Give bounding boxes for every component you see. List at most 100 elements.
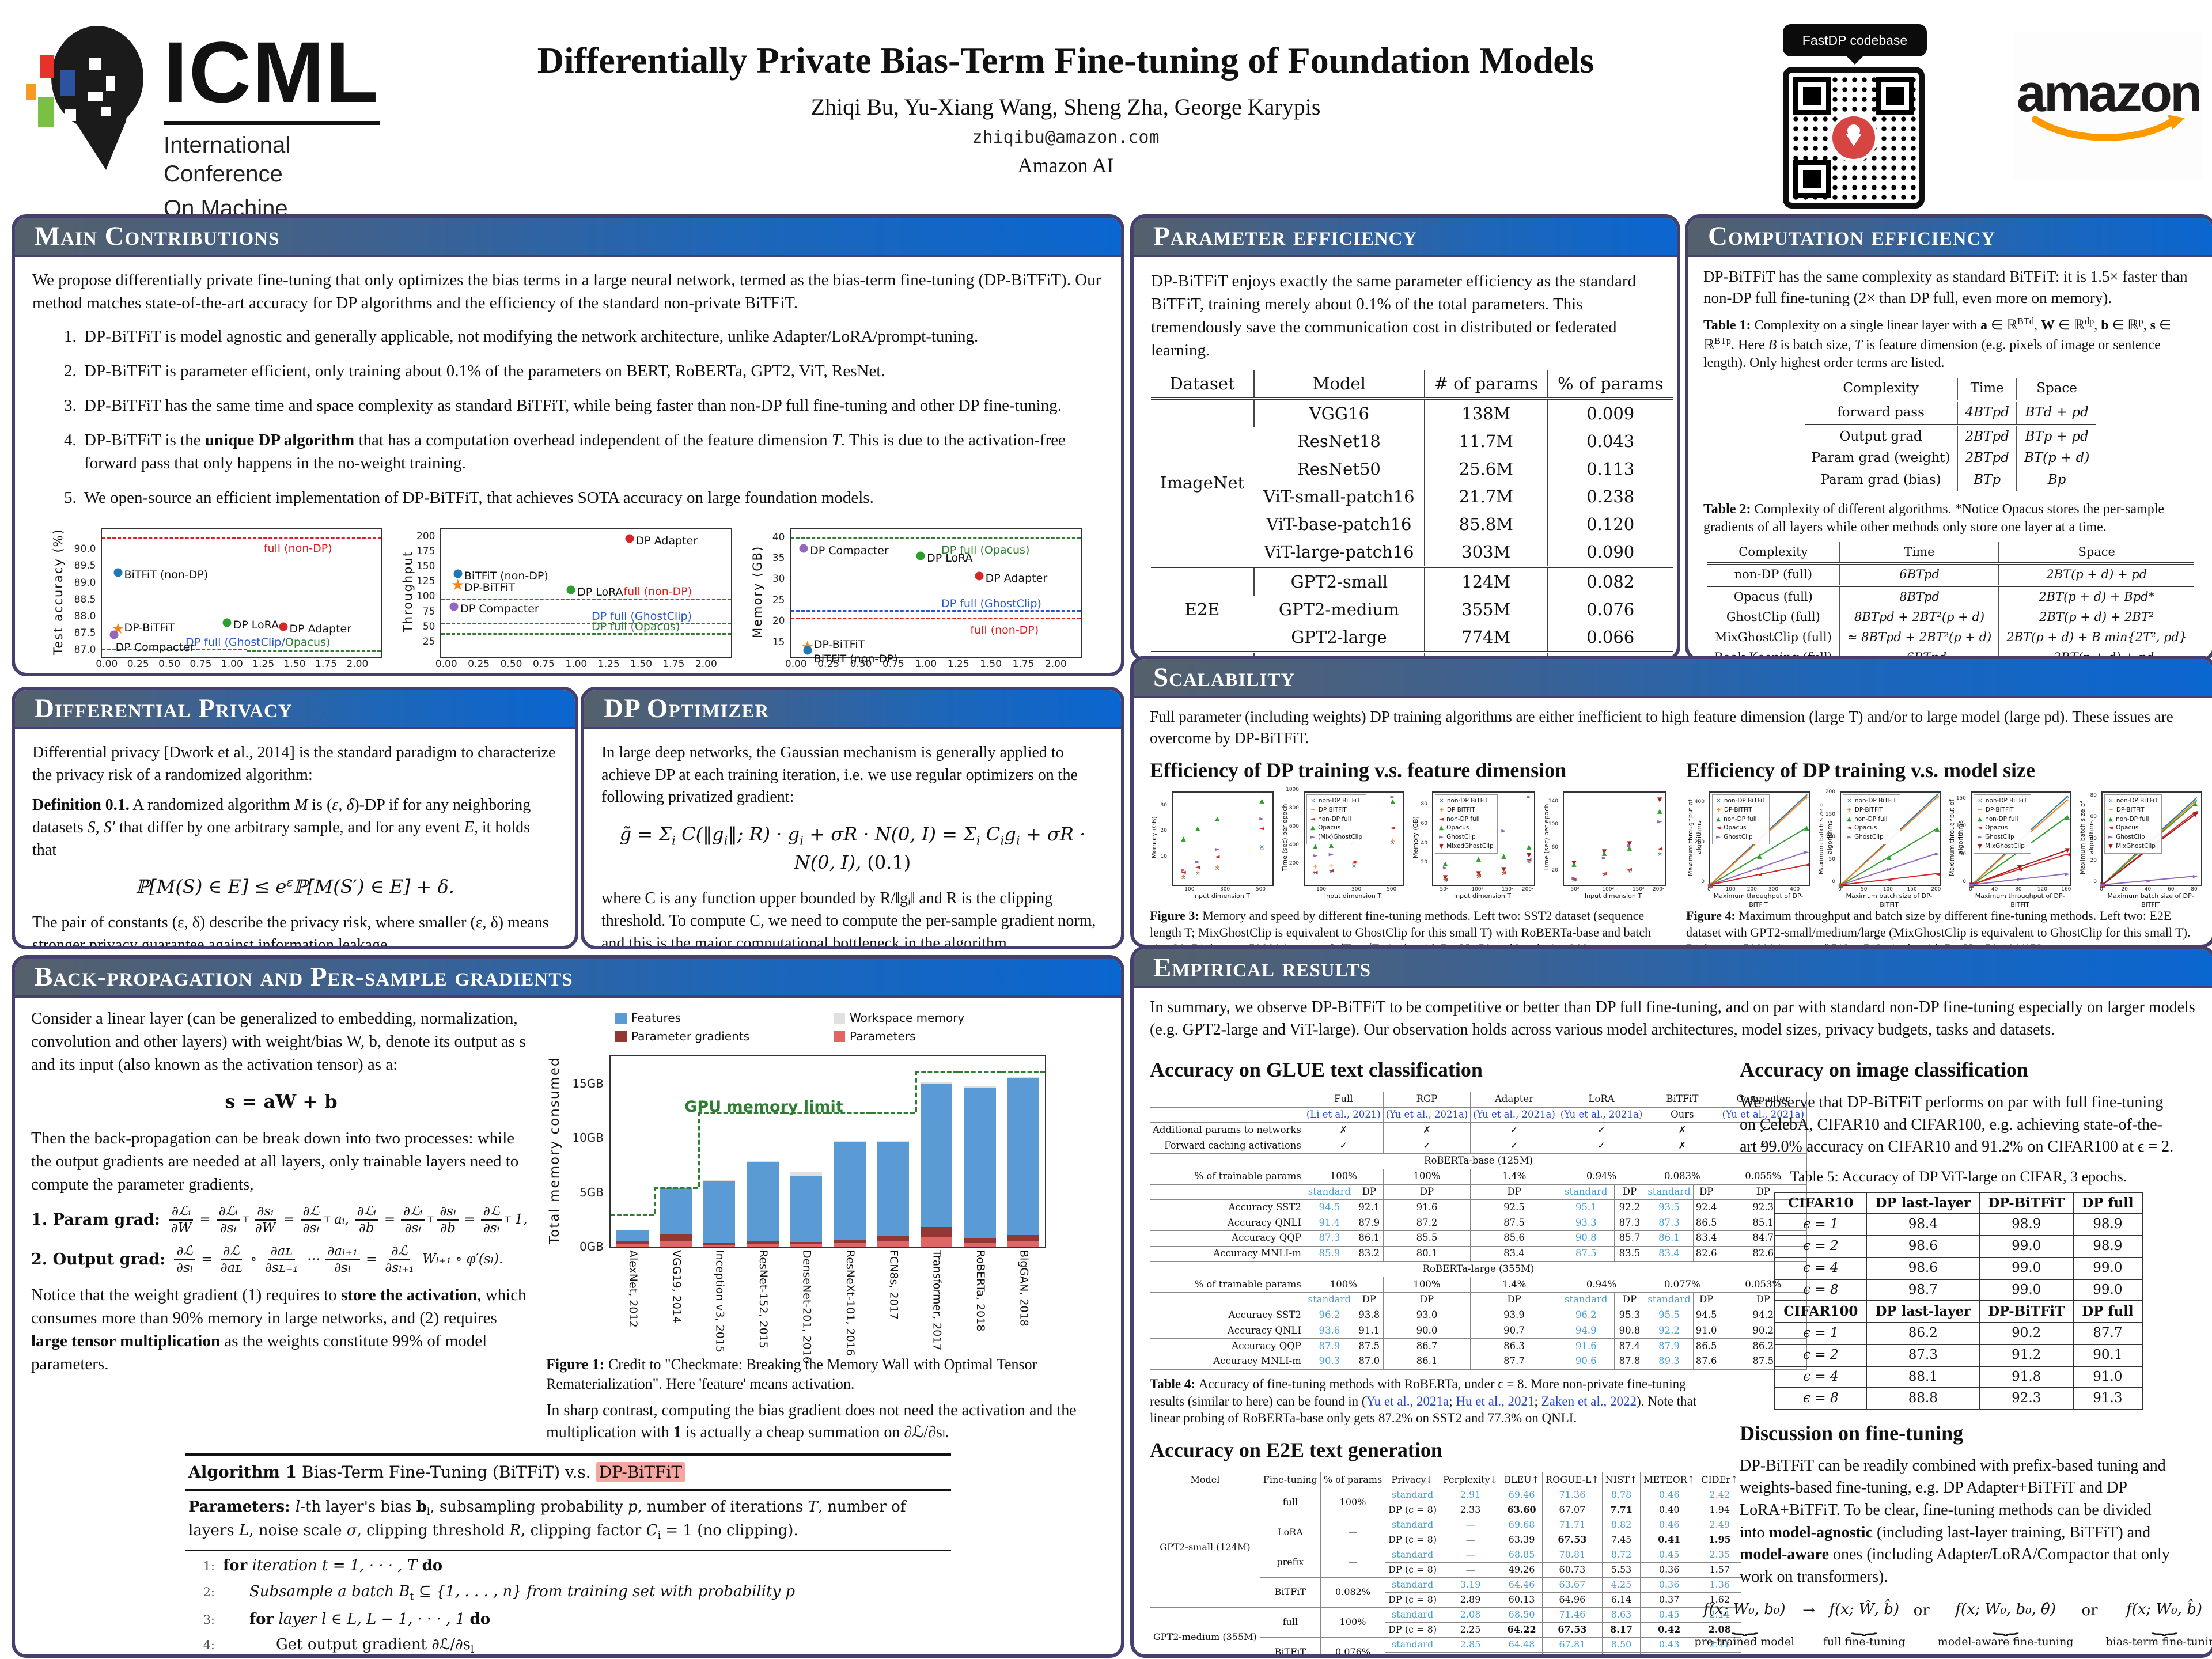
table-cell: 1.4%	[1470, 1277, 1558, 1293]
table-cell: Param grad (bias)	[1820, 472, 1941, 487]
contrib-item: DP-BiTFiT is parameter efficient, only t…	[81, 359, 1104, 382]
table-cell: Dataset	[1151, 370, 1255, 400]
table-cell: 86.1	[1382, 1353, 1471, 1370]
axis-tick: 35	[772, 552, 785, 565]
data-point: ►	[2100, 881, 2105, 889]
table-cell: 63.67	[1542, 1577, 1603, 1593]
table-cell: 87.2	[1382, 1215, 1471, 1231]
section-title: Empirical results	[1134, 949, 2212, 988]
table-cell: 87.8	[1613, 1353, 1646, 1370]
contrib-list: DP-BiTFiT is model agnostic and generall…	[32, 325, 1104, 509]
data-point: ►	[1442, 863, 1448, 872]
gpu-memory-limit-line	[1001, 1070, 1045, 1073]
table-cell: 87.3	[1866, 1343, 1980, 1367]
table-cell: 90.8	[1557, 1230, 1615, 1247]
section-title: Scalability	[1134, 659, 2212, 698]
reference-line-label: DP full (GhostClip)	[592, 610, 692, 623]
data-point: ►	[1804, 848, 1809, 856]
image-heading: Accuracy on image classification	[1740, 1058, 2028, 1082]
table-cell: 0.36	[1640, 1562, 1699, 1578]
back-eq1: 1. Param grad: ∂ℒᵢ ∂W = ∂ℒᵢ ∂sᵢ ⊤ ∂sᵢ ∂W = ∂ℒ ∂sᵢ ⊤…	[31, 1204, 528, 1236]
table-cell: 98.9	[2073, 1235, 2143, 1258]
table-cell: 25.6M	[1423, 455, 1548, 483]
table-cell: 91.4	[1303, 1215, 1355, 1231]
comp-table1-caption: Table 1: Complexity on a single linear l…	[1703, 315, 2171, 370]
table-cell: 91.2	[1979, 1343, 2074, 1367]
table-cell: 0.120	[1547, 510, 1673, 539]
x-axis-label: Input dimension T	[1324, 892, 1382, 900]
table-cell: 69.68	[1501, 1517, 1543, 1533]
table-cell: 87.3	[1645, 1215, 1694, 1231]
formula-bias-term: f(x; W₀, b̂)	[2126, 1601, 2202, 1619]
table-cell: MixGhostClip (full)	[1714, 630, 1832, 644]
data-point	[625, 534, 634, 543]
table-cell: 90.8	[1613, 1323, 1646, 1339]
axis-tick: 200	[1289, 861, 1299, 867]
gpu-memory-limit-line	[784, 1112, 828, 1115]
data-point-label: DP Adapter	[289, 622, 352, 635]
table-cell: DP-BiTFiT	[1979, 1191, 2074, 1215]
table-cell: 1.4%	[1470, 1168, 1558, 1185]
data-point: ◄	[1501, 868, 1506, 876]
axis-tick: 60	[2167, 887, 2175, 893]
table-row: forward pass 4BTpd BTd + pd	[1805, 400, 2097, 425]
axis-tick: 60	[2090, 814, 2097, 820]
axis-tick: 200	[1747, 887, 1757, 893]
table-cell: 64.46	[1501, 1577, 1543, 1593]
algorithm-parameters: Parameters: l-th layer's bias bl, subsam…	[185, 1491, 951, 1551]
data-point: ×	[1571, 876, 1577, 884]
table-cell: 67.81	[1542, 1637, 1603, 1653]
x-axis-label: Input dimension T	[1584, 892, 1642, 900]
table-cell: 91.3	[2073, 1387, 2143, 1411]
gpu-memory-limit-line	[611, 1214, 654, 1217]
data-point: ▲	[1527, 843, 1532, 851]
table-row: DP (ϵ = 8) —63.39 67.53 7.45 0.41 1.95	[1150, 1532, 1742, 1548]
table-cell: 6.14	[1601, 1592, 1641, 1608]
data-point	[803, 646, 812, 655]
bar	[833, 1056, 866, 1247]
table-cell: 92.1	[1354, 1199, 1384, 1216]
axis-tick: 1.75	[662, 658, 685, 671]
data-point: ▲	[1195, 824, 1200, 832]
table-cell: ResNet18	[1297, 431, 1381, 452]
data-point	[566, 585, 575, 594]
table-cell: 85.7	[1613, 1230, 1646, 1247]
data-point: ×	[2065, 793, 2070, 801]
axis-tick: 0	[1838, 887, 1842, 893]
data-point: ◄	[1259, 824, 1264, 832]
axis-tick: 800	[1289, 805, 1299, 812]
figure3: Efficiency of DP training v.s. feature d…	[1150, 754, 1666, 945]
axis-tick: 100	[1184, 887, 1195, 893]
table-cell: standard	[1557, 1184, 1615, 1200]
table-cell: 0.94%	[1557, 1168, 1646, 1185]
axis-tick: 87.5	[74, 627, 96, 639]
table-cell: ✗	[1645, 1122, 1720, 1139]
data-point-label: BiTFiT (non-DP)	[464, 569, 548, 582]
section-scalability: Scalability Full parameter (including we…	[1130, 656, 2212, 948]
bar-category-label: Transformer, 2017	[930, 1250, 944, 1351]
table-cell: 100%	[1303, 1277, 1384, 1293]
table-cell: 99.0	[2073, 1256, 2143, 1280]
table-cell: 2BTpd	[1957, 423, 2017, 448]
table-cell: BTp	[1957, 469, 2017, 491]
table-row: GPT2-medium (355M) full 100% standard 2.08 68…	[1150, 1607, 1742, 1654]
axis-tick: 200	[416, 530, 435, 542]
axis-tick: 80	[2191, 887, 2198, 893]
table-cell: 100%	[1382, 1168, 1471, 1185]
contrib-item: DP-BiTFiT is model agnostic and generall…	[81, 325, 1104, 348]
table-cell: forward pass	[1837, 404, 1925, 420]
data-point	[449, 602, 459, 611]
data-point-label: DP LoRA	[577, 586, 623, 599]
table-cell: 0.076	[1547, 596, 1673, 624]
data-point: +	[1195, 869, 1200, 877]
algorithm-line: 4: Get output gradient ∂ℒ/∂sl	[203, 1636, 474, 1656]
algorithm-line: 2: Subsample a batch Bt ⊆ {1, . . . , n} …	[203, 1583, 796, 1603]
section-computation-efficiency: Computation efficiency DP-BiTFiT has the…	[1685, 214, 2212, 661]
table-cell: standard	[1385, 1607, 1441, 1623]
table-cell: 8BTpd	[1839, 585, 1999, 608]
data-point: ►	[2192, 872, 2198, 880]
table4-caption: Table 4: Accuracy of fine-tuning methods…	[1150, 1376, 1697, 1426]
data-point: ◄	[1476, 871, 1481, 879]
table-row: Model Fine-tuning% of params Privacy↓ Perpl…	[1150, 1472, 1742, 1488]
table-cell: 8.63	[1601, 1607, 1641, 1623]
